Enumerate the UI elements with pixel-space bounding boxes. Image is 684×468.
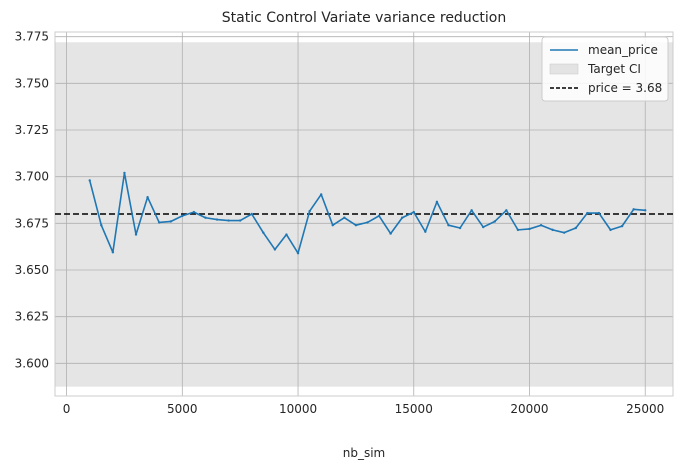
mean-price-point bbox=[181, 214, 184, 218]
legend-target-ci-swatch bbox=[549, 63, 579, 75]
mean-price-point bbox=[227, 219, 230, 222]
y-tick-label: 3.750 bbox=[15, 76, 49, 90]
mean-price-point bbox=[447, 224, 450, 227]
mean-price-point bbox=[215, 218, 219, 221]
mean-price-point bbox=[123, 171, 126, 175]
legend: mean_price Target CI price = 3.68 bbox=[541, 36, 669, 102]
mean-price-point bbox=[169, 220, 172, 223]
mean-price-point bbox=[192, 210, 196, 214]
mean-price-point bbox=[574, 226, 577, 230]
mean-price-point bbox=[620, 224, 624, 228]
mean-price-point bbox=[250, 212, 253, 216]
y-tick-label: 3.675 bbox=[15, 216, 49, 230]
mean-price-point bbox=[435, 200, 439, 204]
mean-price-point bbox=[366, 221, 369, 224]
mean-price-point bbox=[400, 216, 404, 219]
mean-price-point bbox=[146, 196, 149, 199]
mean-price-point bbox=[632, 208, 635, 211]
mean-price-point bbox=[528, 227, 531, 231]
mean-price-point bbox=[470, 209, 473, 212]
legend-target-ci-label: Target CI bbox=[587, 62, 641, 76]
mean-price-point bbox=[343, 216, 346, 219]
mean-price-point bbox=[285, 233, 288, 236]
mean-price-point bbox=[539, 224, 543, 227]
mean-price-point bbox=[238, 219, 242, 222]
y-tick-label: 3.775 bbox=[15, 30, 49, 44]
mean-price-point bbox=[319, 193, 323, 196]
mean-price-point bbox=[111, 251, 115, 254]
mean-price-point bbox=[389, 232, 392, 235]
x-axis-ticks: 0 5000 10000 15000 20000 25000 bbox=[63, 402, 665, 416]
x-tick-label: 5000 bbox=[167, 402, 198, 416]
mean-price-point bbox=[331, 224, 334, 227]
mean-price-point bbox=[204, 216, 207, 219]
mean-price-point bbox=[262, 231, 265, 234]
y-tick-label: 3.625 bbox=[15, 310, 49, 324]
mean-price-point bbox=[609, 228, 612, 232]
chart-title: Static Control Variate variance reductio… bbox=[222, 10, 506, 26]
x-tick-label: 0 bbox=[63, 402, 71, 416]
mean-price-point bbox=[377, 214, 381, 218]
mean-price-point bbox=[493, 220, 496, 223]
mean-price-point bbox=[482, 225, 485, 229]
mean-price-point bbox=[516, 228, 520, 232]
y-axis-ticks: 3.600 3.625 3.650 3.675 3.700 3.725 3.750 3.775 bbox=[15, 30, 49, 371]
mean-price-point bbox=[273, 248, 277, 251]
x-tick-label: 10000 bbox=[279, 402, 317, 416]
mean-price-point bbox=[296, 252, 300, 255]
legend-mean-price-label: mean_price bbox=[588, 43, 658, 57]
mean-price-point bbox=[134, 233, 138, 236]
mean-price-point bbox=[157, 221, 161, 224]
mean-price-point bbox=[458, 226, 462, 230]
y-tick-label: 3.700 bbox=[15, 170, 49, 184]
mean-price-point bbox=[100, 224, 103, 227]
y-tick-label: 3.725 bbox=[15, 123, 49, 137]
mean-price-point bbox=[586, 211, 589, 215]
y-tick-label: 3.600 bbox=[15, 356, 49, 370]
mean-price-point bbox=[505, 209, 508, 212]
mean-price-point bbox=[644, 209, 647, 212]
mean-price-point bbox=[88, 179, 91, 182]
x-axis-label: nb_sim bbox=[343, 446, 386, 460]
mean-price-point bbox=[563, 231, 566, 234]
x-tick-label: 15000 bbox=[395, 402, 433, 416]
x-tick-label: 25000 bbox=[626, 402, 664, 416]
mean-price-point bbox=[354, 224, 358, 227]
mean-price-point bbox=[424, 230, 427, 233]
legend-price-label: price = 3.68 bbox=[588, 81, 662, 95]
mean-price-point bbox=[597, 211, 601, 215]
mean-price-point bbox=[551, 228, 554, 232]
mean-price-point bbox=[308, 210, 311, 213]
legend-box bbox=[541, 36, 669, 102]
x-tick-label: 20000 bbox=[510, 402, 548, 416]
mean-price-point bbox=[412, 210, 415, 214]
y-tick-label: 3.650 bbox=[15, 263, 49, 277]
